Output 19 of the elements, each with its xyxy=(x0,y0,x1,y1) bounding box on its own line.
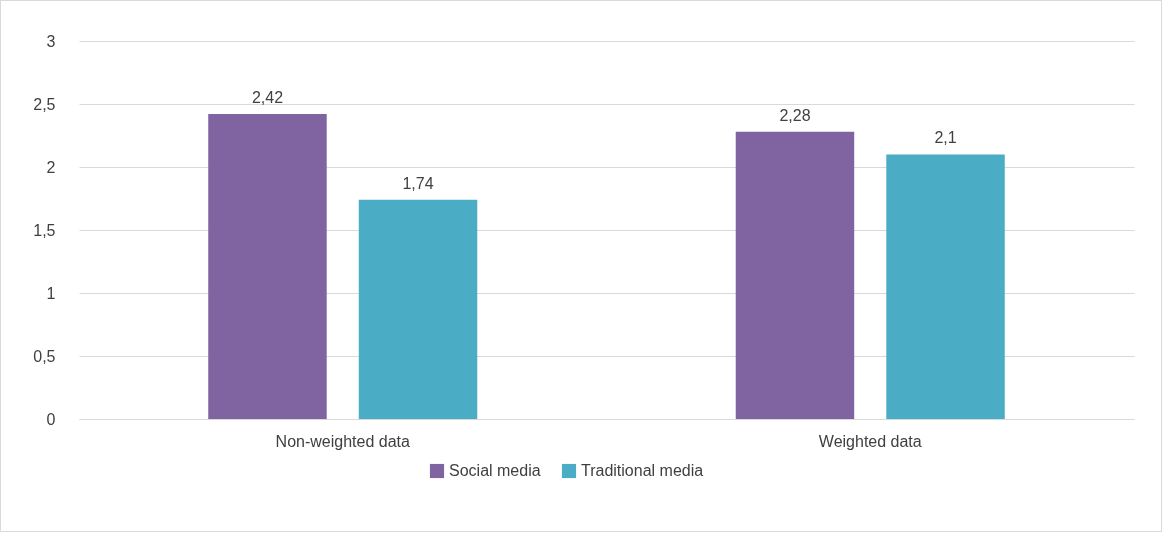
bar xyxy=(208,114,327,419)
y-tick-label: 2 xyxy=(46,158,56,176)
bar xyxy=(358,199,478,419)
y-tick-label: 0 xyxy=(46,410,56,428)
bar xyxy=(735,131,855,419)
data-label: 2,42 xyxy=(251,89,284,107)
data-label: 2,1 xyxy=(934,129,957,147)
x-tick-label: Non-weighted data xyxy=(275,432,411,450)
data-label: 1,74 xyxy=(402,174,434,192)
y-tick-label: 2,5 xyxy=(33,95,56,113)
y-tick-label: 1,5 xyxy=(33,221,56,239)
y-tick-label: 0,5 xyxy=(33,347,56,365)
bar xyxy=(886,154,1005,419)
x-tick-label: Weighted data xyxy=(818,432,922,450)
legend-label: Social media xyxy=(449,462,541,479)
y-tick-label: 1 xyxy=(46,284,56,302)
legend-label: Traditional media xyxy=(581,462,704,479)
data-label: 2,28 xyxy=(779,106,811,124)
y-tick-label: 3 xyxy=(46,32,56,50)
